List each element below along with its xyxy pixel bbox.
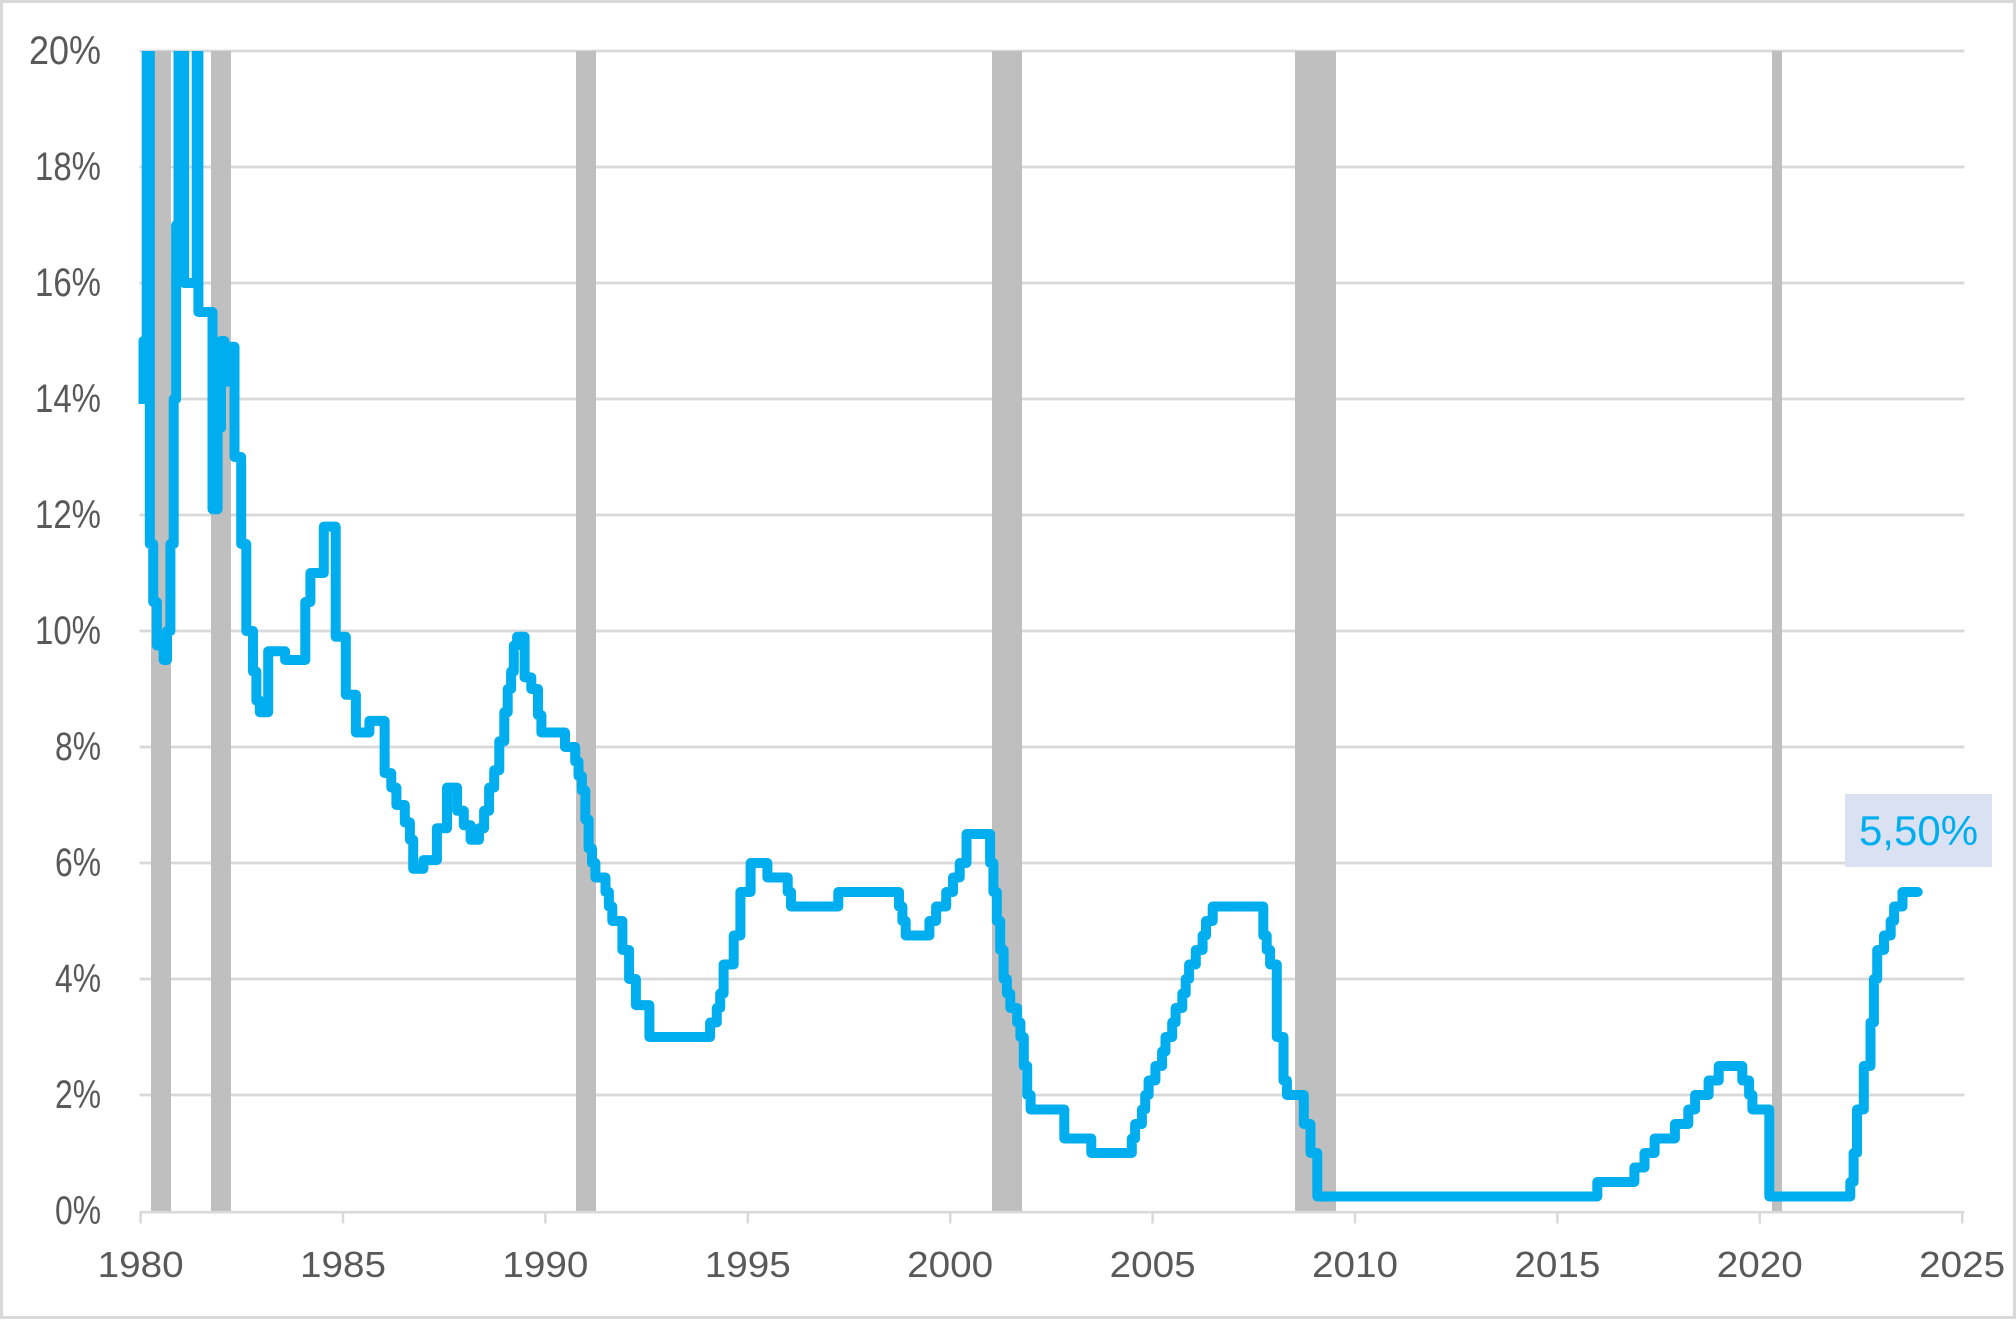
svg-text:6%: 6% <box>55 841 101 885</box>
svg-text:14%: 14% <box>35 377 101 421</box>
svg-text:4%: 4% <box>55 957 101 1001</box>
svg-text:2015: 2015 <box>1514 1244 1600 1285</box>
svg-text:10%: 10% <box>35 609 101 653</box>
svg-text:2010: 2010 <box>1312 1244 1398 1285</box>
svg-text:12%: 12% <box>35 493 101 537</box>
svg-text:0%: 0% <box>55 1189 101 1233</box>
svg-text:2%: 2% <box>55 1073 101 1117</box>
svg-text:20%: 20% <box>29 29 101 73</box>
svg-text:1985: 1985 <box>300 1244 386 1285</box>
svg-text:8%: 8% <box>55 725 101 769</box>
svg-text:2025: 2025 <box>1919 1244 2005 1285</box>
svg-text:2020: 2020 <box>1717 1244 1803 1285</box>
svg-text:16%: 16% <box>35 261 101 305</box>
svg-text:1990: 1990 <box>502 1244 588 1285</box>
svg-text:18%: 18% <box>35 145 101 189</box>
svg-text:5,50%: 5,50% <box>1859 807 1978 854</box>
svg-text:2000: 2000 <box>907 1244 993 1285</box>
svg-text:2005: 2005 <box>1110 1244 1196 1285</box>
svg-text:1980: 1980 <box>98 1244 184 1285</box>
svg-text:1995: 1995 <box>705 1244 791 1285</box>
